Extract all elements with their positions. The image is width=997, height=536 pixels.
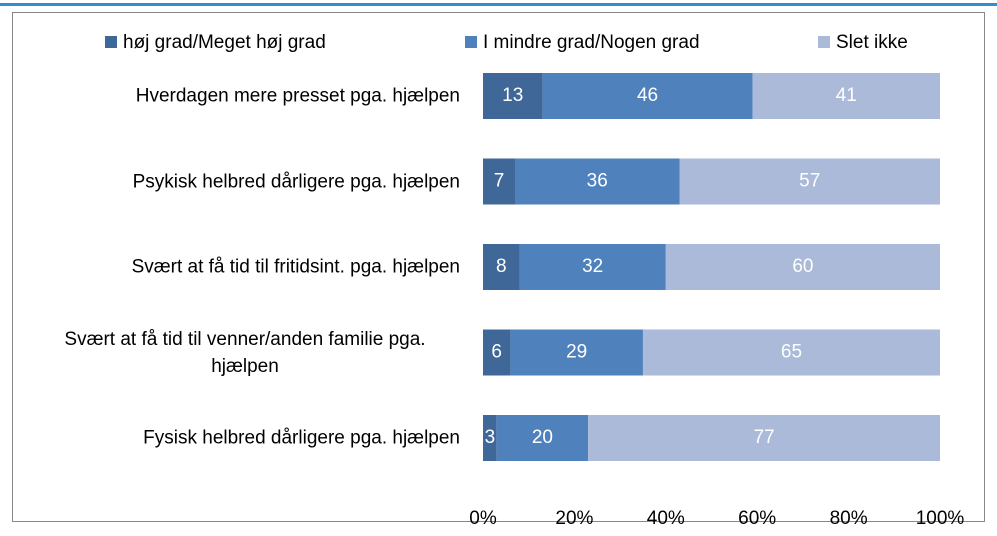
x-tick-label: 20%	[555, 508, 593, 529]
bar-segment	[752, 73, 940, 119]
bar-segment	[483, 329, 511, 376]
x-tick-label: 100%	[916, 508, 965, 529]
bar-segment	[514, 158, 680, 205]
legend-swatch	[818, 36, 830, 48]
bar-segment	[588, 415, 940, 461]
data-label: 57	[799, 171, 820, 192]
x-tick-label: 80%	[830, 508, 868, 529]
legend-label: Slet ikke	[836, 32, 908, 53]
data-label: 6	[491, 342, 502, 363]
data-label: 60	[792, 256, 813, 277]
data-label: 3	[485, 427, 496, 448]
category-label: Hverdagen mere presset pga. hjælpen	[135, 85, 460, 107]
category-label: Svært at få tid til fritidsint. pga. hjæ…	[131, 256, 460, 278]
top-border	[0, 3, 997, 6]
data-label: 29	[566, 342, 587, 363]
bar-segment	[483, 73, 543, 119]
x-tick-label: 60%	[738, 508, 776, 529]
bar-segment	[483, 158, 515, 205]
category-label: Fysisk helbred dårligere pga. hjælpen	[143, 427, 460, 449]
data-label: 77	[753, 427, 774, 448]
bar-segment	[642, 329, 940, 376]
x-tick-label: 40%	[647, 508, 685, 529]
category-label: Svært at få tid til venner/anden familie…	[64, 328, 426, 377]
data-label: 46	[637, 85, 658, 106]
bar-segment	[542, 73, 753, 119]
x-tick-label: 0%	[469, 508, 497, 529]
bar-segment	[665, 244, 940, 290]
chart-frame	[12, 12, 985, 522]
data-label: 41	[836, 85, 857, 106]
data-label: 20	[532, 427, 553, 448]
data-label: 32	[582, 256, 603, 277]
category-label: Psykisk helbred dårligere pga. hjælpen	[132, 171, 460, 192]
bar-segment	[519, 244, 666, 290]
bar-segment	[483, 244, 520, 290]
bar-segment	[679, 158, 940, 205]
legend-swatch	[105, 36, 117, 48]
data-label: 65	[781, 342, 802, 363]
data-label: 36	[587, 171, 608, 192]
legend-swatch	[465, 36, 477, 48]
data-label: 7	[494, 171, 505, 192]
bar-segment	[496, 415, 589, 461]
bar-segment	[483, 415, 497, 461]
legend-label: høj grad/Meget høj grad	[123, 32, 326, 53]
data-label: 13	[502, 85, 523, 106]
bar-segment	[510, 329, 643, 376]
legend-label: I mindre grad/Nogen grad	[483, 32, 700, 53]
data-label: 8	[496, 256, 507, 277]
